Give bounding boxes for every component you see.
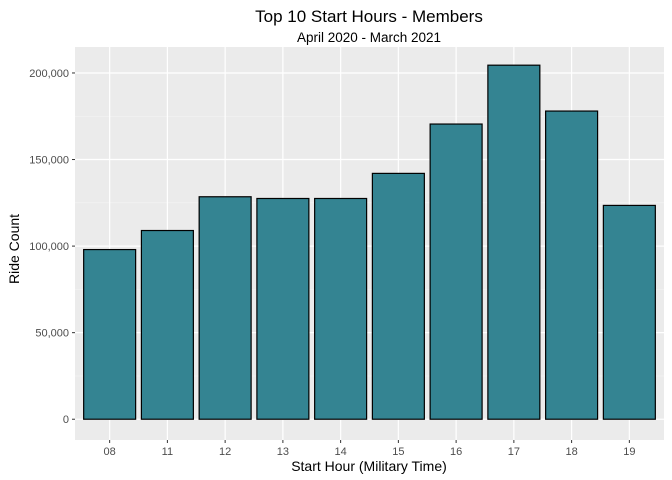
bar-08 [83,248,137,420]
x-tick-label: 18 [565,446,577,458]
x-axis: 08 11 12 13 14 15 16 17 18 19 [104,440,635,458]
bar-16 [429,123,483,420]
y-tick-label: 0 [63,414,69,426]
bar-14 [314,197,368,420]
bar-17 [487,64,541,420]
y-tick-label: 100,000 [29,241,69,253]
chart-subtitle: April 2020 - March 2021 [297,30,441,45]
y-axis-title: Ride Count [6,214,22,284]
x-tick-label: 12 [219,446,231,458]
y-tick-label: 150,000 [29,155,69,167]
x-tick-label: 17 [508,446,520,458]
bar-19 [602,204,656,420]
bar-13 [256,197,310,420]
chart-title: Top 10 Start Hours - Members [255,7,483,26]
bar-15 [371,172,425,420]
y-tick-label: 50,000 [35,328,69,340]
bar-12 [198,196,252,420]
y-tick-label: 200,000 [29,68,69,80]
x-tick-label: 11 [162,446,173,458]
x-tick-label: 16 [450,446,462,458]
x-tick-label: 08 [104,446,116,458]
y-axis: 0 50,000 100,000 150,000 200,000 [29,68,75,426]
x-tick-label: 14 [335,446,347,458]
x-axis-title: Start Hour (Military Time) [291,458,447,474]
bar-11 [140,229,194,420]
bar-18 [545,110,599,420]
bars [83,64,656,420]
x-tick-label: 13 [277,446,289,458]
x-tick-label: 15 [392,446,404,458]
x-tick-label: 19 [623,446,635,458]
